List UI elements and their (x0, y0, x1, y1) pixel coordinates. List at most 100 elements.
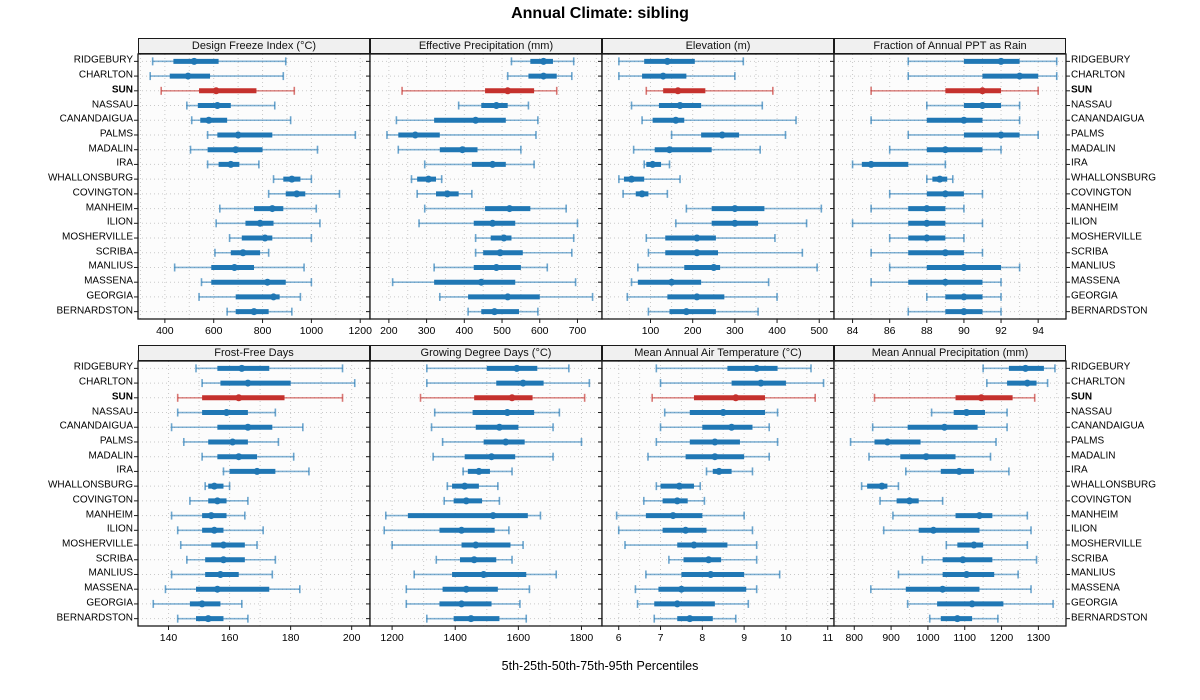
percentile-row (659, 379, 825, 388)
station-label: SUN (111, 84, 133, 96)
percentile-row (474, 234, 575, 243)
station-labels-right-bottom: RIDGEBURY CHARLTON SUN NASSAU CANANDAIGUA PAL… (1071, 360, 1200, 625)
percentile-row (705, 467, 754, 476)
median-dot (676, 102, 684, 110)
median-dot (673, 497, 681, 505)
percentile-row (443, 496, 501, 505)
median-dot (628, 175, 636, 183)
percentile-row (849, 437, 997, 446)
station-label: GEORGIA (1071, 290, 1118, 302)
percentile-row (510, 57, 575, 66)
station-label: ILION (1071, 216, 1098, 228)
median-dot (467, 615, 475, 623)
x-tick-label: 500 (493, 325, 511, 337)
panel-elevation: Elevation (m) 100 200 300 400 500 (598, 38, 835, 337)
median-dot (978, 87, 986, 95)
median-dot (867, 160, 875, 168)
panel-background (834, 54, 1066, 319)
median-dot (941, 146, 949, 154)
x-tick-label: 1400 (444, 632, 468, 644)
percentile-row (622, 189, 669, 198)
station-label: MADALIN (88, 450, 133, 462)
percentile-row (267, 189, 341, 198)
median-dot (718, 131, 726, 139)
median-dot (235, 394, 243, 402)
percentile-row (618, 57, 745, 66)
station-label: IRA (1071, 157, 1088, 169)
median-dot (665, 146, 673, 154)
percentile-row (907, 57, 1058, 66)
median-dot (472, 541, 480, 549)
percentile-row (871, 423, 1008, 432)
x-tick-label: 400 (156, 325, 174, 337)
station-label: MADALIN (88, 143, 133, 155)
panel-growing-degree-days: Growing Degree Days (°C) 1200 1400 1600 180… (366, 345, 603, 644)
station-label: RIDGEBURY (73, 361, 133, 373)
percentile-row (647, 248, 804, 257)
percentile-row (189, 145, 319, 154)
station-label: BERNARDSTON (1071, 612, 1148, 624)
percentile-row (851, 160, 947, 169)
median-dot (213, 585, 221, 593)
x-tick-label: 6 (616, 632, 622, 644)
percentile-row (945, 541, 1029, 550)
x-tick-label: 180 (282, 632, 300, 644)
median-dot (1023, 379, 1031, 387)
percentile-row (186, 101, 276, 110)
station-label: MADALIN (1071, 143, 1116, 155)
station-label: WHALLONSBURG (47, 479, 133, 491)
percentile-row (432, 452, 554, 461)
percentile-row (905, 467, 1010, 476)
percentile-row (888, 263, 1021, 272)
median-dot (489, 512, 497, 520)
median-dot (936, 175, 944, 183)
percentile-row (860, 482, 900, 491)
x-tick-label: 92 (995, 325, 1007, 337)
median-dot (711, 453, 719, 461)
x-tick-label: 200 (684, 325, 702, 337)
median-dot (963, 409, 971, 417)
percentile-row (647, 307, 759, 316)
median-dot (495, 423, 503, 431)
station-label: SUN (1071, 391, 1093, 403)
percentile-row (663, 408, 779, 417)
median-dot (212, 87, 220, 95)
median-dot (268, 205, 276, 213)
panel-plot: 200 300 400 500 600 700 (366, 53, 603, 337)
station-label: MOSHERVILLE (62, 538, 133, 550)
percentile-row (426, 614, 528, 623)
percentile-row (888, 189, 984, 198)
panel-background (602, 54, 834, 319)
percentile-row (637, 263, 818, 272)
percentile-row (462, 467, 513, 476)
median-dot (710, 263, 718, 271)
percentile-row (179, 541, 258, 550)
percentile-row (618, 72, 736, 81)
median-dot (672, 116, 680, 124)
panel-background (370, 54, 602, 319)
percentile-row (926, 101, 1021, 110)
station-label: SUN (1071, 84, 1093, 96)
median-dot (216, 570, 224, 578)
median-dot (256, 219, 264, 227)
median-dot (941, 249, 949, 257)
panel-plot: 400 600 800 1000 1200 (134, 53, 372, 337)
percentile-row (870, 585, 1032, 594)
percentile-row (176, 614, 249, 623)
station-label: NASSAU (91, 99, 133, 111)
percentile-row (618, 175, 681, 184)
percentile-row (645, 570, 781, 579)
station-labels-right-top: RIDGEBURY CHARLTON SUN NASSAU CANANDAIGUA PAL… (1071, 53, 1200, 318)
percentile-row (391, 278, 577, 287)
x-tick-label: 1800 (570, 632, 594, 644)
median-dot (184, 72, 192, 80)
percentile-row (416, 189, 473, 198)
x-tick-label: 88 (921, 325, 933, 337)
percentiles-caption: 5th-25th-50th-75th-95th Percentiles (501, 659, 699, 673)
percentile-row (410, 175, 443, 184)
percentile-row (659, 423, 771, 432)
station-label: IRA (116, 464, 133, 476)
median-dot (959, 556, 967, 564)
station-label: MADALIN (1071, 450, 1116, 462)
median-dot (500, 234, 508, 242)
